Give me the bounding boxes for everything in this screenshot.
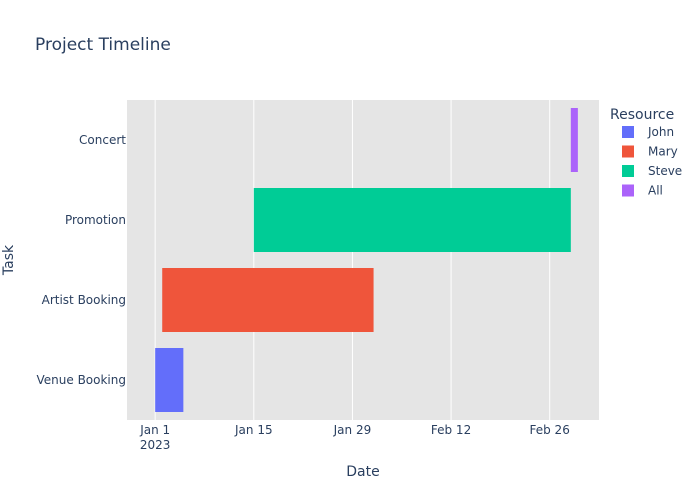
y-axis-ticks: Venue Booking Artist Booking Promotion Conc… — [37, 133, 127, 387]
x-tick-label: Feb 26 — [530, 423, 570, 437]
chart-title: Project Timeline — [35, 35, 171, 55]
x-tick-sublabel: 2023 — [140, 438, 171, 452]
y-axis-title: Task — [1, 244, 17, 276]
bars — [155, 108, 578, 412]
x-tick-label: Jan 1 — [139, 423, 170, 437]
legend-swatch — [622, 165, 634, 177]
task-bar — [155, 348, 184, 412]
x-tick-label: Jan 29 — [333, 423, 372, 437]
legend-title: Resource — [610, 107, 674, 123]
y-tick-label: Artist Booking — [42, 293, 126, 307]
task-bar — [253, 188, 571, 252]
y-tick-label: Promotion — [65, 213, 126, 227]
x-axis-title: Date — [346, 464, 379, 480]
x-tick-label: Feb 12 — [431, 423, 471, 437]
y-tick-label: Venue Booking — [37, 373, 127, 387]
x-tick-label: Jan 15 — [234, 423, 273, 437]
task-bar — [570, 108, 578, 172]
legend-label: All — [648, 184, 663, 198]
legend-swatch — [622, 126, 634, 138]
legend-label: Steve — [648, 164, 682, 178]
y-tick-label: Concert — [79, 133, 126, 147]
task-bar — [162, 268, 374, 332]
plot-background — [127, 100, 599, 420]
legend: Resource John Mary Steve All — [610, 107, 682, 198]
legend-label: Mary — [648, 145, 678, 159]
legend-swatch — [622, 145, 634, 158]
legend-swatch — [622, 184, 634, 197]
legend-label: John — [647, 125, 674, 139]
